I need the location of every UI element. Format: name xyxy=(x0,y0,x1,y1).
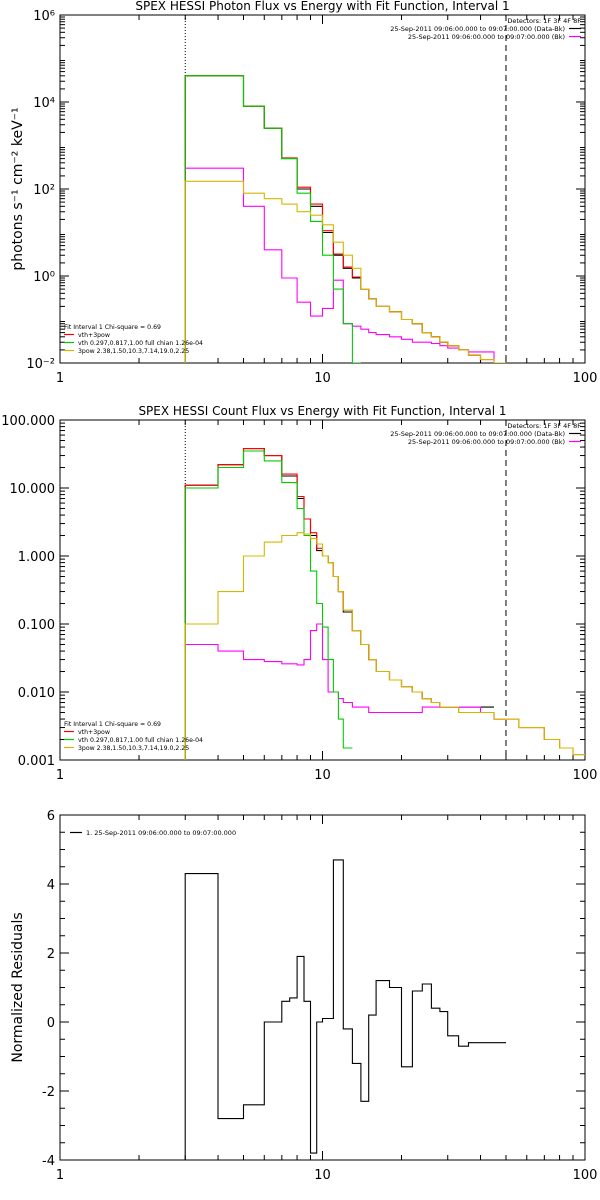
series-bk xyxy=(184,623,506,760)
y-tick-label: 6 xyxy=(47,809,55,824)
y-tick-label: 0.001 xyxy=(18,754,55,769)
legend-header: Fit Interval 1 Chi-square = 0.69 xyxy=(64,324,161,331)
legend-entry: 1. 25-Sep-2011 09:06:00.000 to 09:07:00.… xyxy=(86,829,236,837)
series-vth xyxy=(184,75,361,363)
legend-entry: vth 0.297,0.817,1.00 full chian 1.26e-04 xyxy=(78,340,203,347)
y-tick-label: 1.000 xyxy=(18,550,55,565)
legend-header: Detectors: 1F 3F 4F 8F xyxy=(507,17,581,25)
legend-entry: vth+3pow xyxy=(78,332,110,339)
legend-entry: 25-Sep-2011 09:06:00.000 to 09:07:00.000… xyxy=(408,438,565,446)
chart-title: SPEX HESSI Count Flux vs Energy with Fit… xyxy=(138,404,506,418)
y-tick-label: 10² xyxy=(33,183,55,198)
legend-entry: vth 0.297,0.817,1.00 full chian 1.26e-04 xyxy=(78,737,203,744)
y-tick-label: 10⁶ xyxy=(33,9,55,24)
series-data-bk xyxy=(184,75,506,363)
y-tick-label: 10.000 xyxy=(10,482,56,497)
x-tick-label: 1 xyxy=(56,371,64,386)
series-vth-3pow xyxy=(184,448,585,760)
y-tick-label: 100.000 xyxy=(1,414,55,429)
x-tick-label: 10 xyxy=(314,768,331,783)
y-tick-label: -4 xyxy=(42,1154,55,1169)
series-vth xyxy=(184,450,353,760)
chart-panel-1: SPEX HESSI Photon Flux vs Energy with Fi… xyxy=(10,0,598,386)
legend-header: Detectors: 1F 3F 4F 8F xyxy=(507,422,581,430)
chart-title: SPEX HESSI Photon Flux vs Energy with Fi… xyxy=(135,0,509,13)
legend-header: Fit Interval 1 Chi-square = 0.69 xyxy=(64,721,161,728)
legend-entry: 25-Sep-2011 09:06:00.000 to 09:07:00.000… xyxy=(390,430,565,438)
y-tick-label: 0.010 xyxy=(18,686,55,701)
x-tick-label: 1 xyxy=(56,1168,64,1183)
y-tick-label: -2 xyxy=(42,1085,55,1100)
series-data-bk xyxy=(184,448,494,760)
chart-panel-3: 1 10 100 -4 -2 0 2 4 6 Normalized Residuals 1. 25-… xyxy=(10,809,597,1183)
series-residuals xyxy=(184,859,506,1160)
series-3pow xyxy=(184,532,585,760)
y-tick-label: 2 xyxy=(47,947,55,962)
x-tick-label: 10 xyxy=(314,1168,331,1183)
y-axis-label: photons s⁻¹ cm⁻² keV⁻¹ xyxy=(10,107,26,270)
legend-entry: 3pow 2.38,1.50,10.3,7.14,19.0,2.25 xyxy=(78,745,189,752)
x-tick-label: 100 xyxy=(573,371,598,386)
x-tick-label: 1 xyxy=(56,768,64,783)
legend-entry: 25-Sep-2011 09:06:00.000 to 09:07:00.000… xyxy=(390,25,565,33)
y-tick-label: 4 xyxy=(47,878,55,893)
y-tick-label: 0 xyxy=(47,1016,55,1031)
series-vth-3pow xyxy=(184,75,507,363)
y-axis-label: Normalized Residuals xyxy=(10,912,26,1062)
y-tick-label: 10⁻² xyxy=(26,357,55,372)
legend-entry: vth+3pow xyxy=(78,729,110,736)
x-tick-label: 10 xyxy=(314,371,331,386)
legend-entry: 25-Sep-2011 09:06:00.000 to 09:07:00.000… xyxy=(408,33,565,41)
plot-frame xyxy=(59,814,586,1161)
chart-panel-2: SPEX HESSI Count Flux vs Energy with Fit… xyxy=(1,404,597,783)
y-tick-label: 10⁰ xyxy=(33,270,55,285)
series-3pow xyxy=(184,180,507,363)
x-tick-label: 100 xyxy=(573,768,598,783)
legend-entry: 3pow 2.38,1.50,10.3,7.14,19.0,2.25 xyxy=(78,348,189,355)
x-tick-label: 100 xyxy=(573,1168,598,1183)
y-tick-label: 10⁴ xyxy=(33,96,55,111)
y-tick-label: 0.100 xyxy=(18,618,55,633)
series-bk xyxy=(184,167,506,363)
